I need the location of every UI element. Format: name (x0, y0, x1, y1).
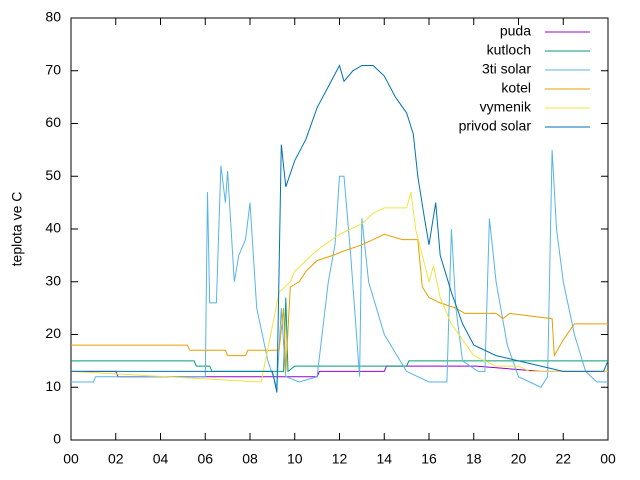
series-line (71, 64, 609, 393)
x-tick-label: 18 (466, 451, 482, 467)
series-line (71, 233, 608, 372)
y-tick-label: 0 (53, 431, 61, 447)
series-line (70, 191, 608, 383)
y-tick-label: 60 (45, 114, 61, 130)
x-tick-label: 08 (242, 451, 258, 467)
x-tick-label: 10 (287, 451, 303, 467)
series-line (71, 297, 608, 373)
y-tick-label: 40 (45, 220, 61, 236)
y-tick-label: 70 (45, 61, 61, 77)
x-tick-label: 12 (332, 451, 348, 467)
legend-label: 3ti solar (482, 61, 531, 77)
x-tick-label: 00 (600, 451, 616, 467)
legend-label: vymenik (480, 99, 532, 115)
x-tick-label: 20 (511, 451, 527, 467)
x-tick-label: 14 (376, 451, 392, 467)
y-tick-label: 10 (45, 378, 61, 394)
x-tick-label: 06 (197, 451, 213, 467)
x-tick-label: 22 (555, 451, 571, 467)
legend-label: privod solar (459, 118, 532, 134)
y-tick-label: 20 (45, 325, 61, 341)
x-tick-label: 02 (108, 451, 124, 467)
x-tick-label: 16 (421, 451, 437, 467)
y-tick-label: 50 (45, 167, 61, 183)
legend-label: kutloch (487, 42, 531, 58)
legend-label: kotel (501, 80, 531, 96)
legend-label: puda (500, 23, 531, 39)
series-line (71, 149, 608, 388)
y-tick-label: 30 (45, 272, 61, 288)
x-tick-label: 04 (153, 451, 169, 467)
y-tick-label: 80 (45, 9, 61, 25)
x-tick-label: 00 (63, 451, 79, 467)
y-axis-label: teplota ve C (9, 192, 25, 267)
